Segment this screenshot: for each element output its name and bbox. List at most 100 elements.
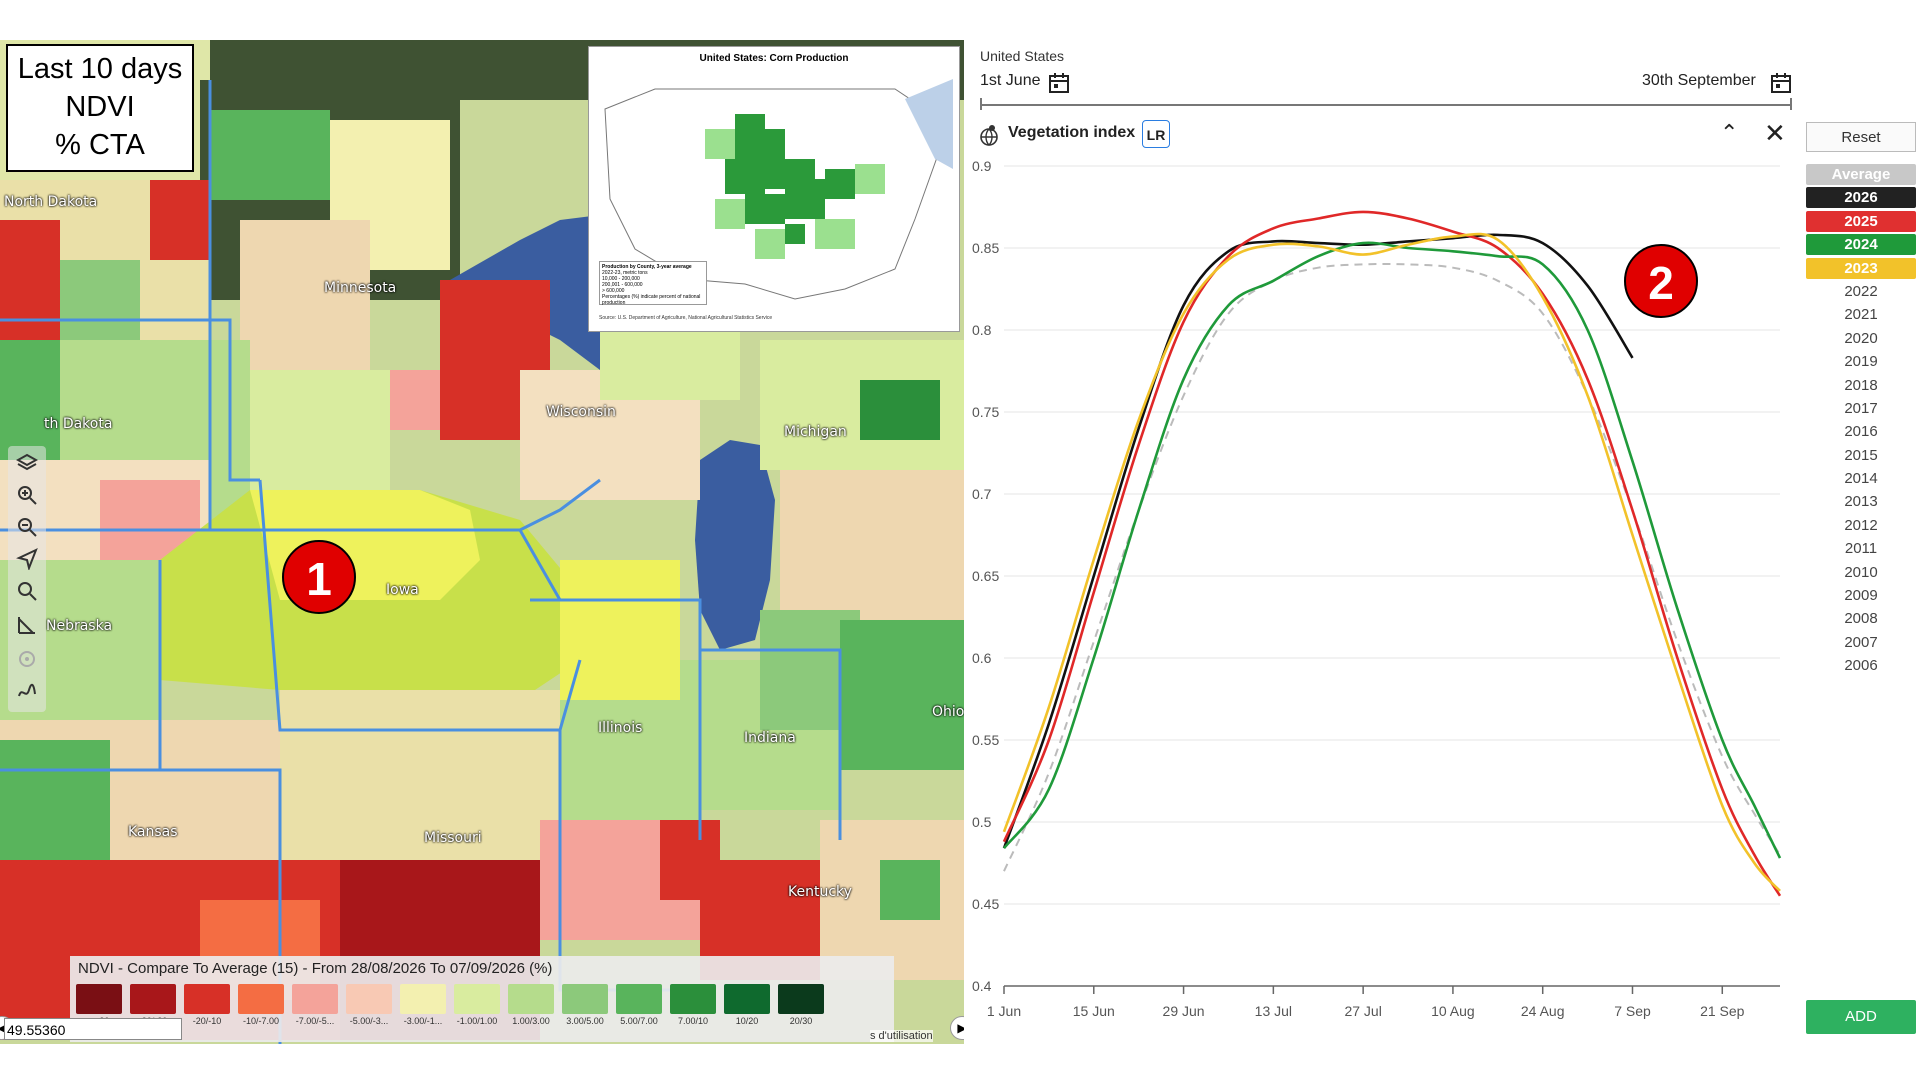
legend-swatch xyxy=(670,984,716,1014)
year-toggle-2007[interactable]: 2007 xyxy=(1844,633,1878,651)
info-line-2: NDVI xyxy=(65,91,135,123)
date-range-slider[interactable] xyxy=(980,104,1792,106)
map-label-kentucky: Kentucky xyxy=(788,884,852,900)
map-label-iowa: Iowa xyxy=(386,582,419,598)
inset-us-map xyxy=(604,79,953,300)
layers-icon[interactable] xyxy=(14,450,40,476)
date-end[interactable]: 30th September xyxy=(1642,72,1756,89)
legend-swatch xyxy=(130,984,176,1014)
collapse-icon[interactable]: ⌃ xyxy=(1720,120,1739,145)
legend-label: 5.00/7.00 xyxy=(620,1016,658,1026)
calendar-icon[interactable] xyxy=(1048,72,1070,94)
close-icon[interactable]: ✕ xyxy=(1764,118,1786,148)
year-toggle-2026[interactable]: 2026 xyxy=(1806,187,1916,209)
legend-labels: < -30-30/-20-20/-10-10/-7.00-7.00/-5...-… xyxy=(76,1016,824,1026)
range-handle-end[interactable] xyxy=(1790,98,1792,110)
x-tick-label: 21 Sep xyxy=(1700,1003,1745,1019)
legend-swatch xyxy=(454,984,500,1014)
series-line-2026 xyxy=(1002,233,1634,849)
legend-swatches xyxy=(76,984,824,1014)
year-toggle-2020[interactable]: 2020 xyxy=(1844,329,1878,347)
y-tick-label: 0.85 xyxy=(972,240,999,256)
reset-button[interactable]: Reset xyxy=(1806,122,1916,152)
legend-label: -1.00/1.00 xyxy=(456,1016,498,1026)
legend-label: 3.00/5.00 xyxy=(566,1016,604,1026)
target-icon[interactable] xyxy=(14,646,40,672)
inset-legend: Production by County, 3-year average 202… xyxy=(599,261,707,306)
year-toggle-2009[interactable]: 2009 xyxy=(1844,587,1878,605)
legend-label: -3.00/-1... xyxy=(403,1016,443,1026)
map-attribution[interactable]: s d'utilisation xyxy=(870,1030,933,1042)
annotation-badge-1: 1 xyxy=(282,540,356,614)
year-toggle-2017[interactable]: 2017 xyxy=(1844,399,1878,417)
legend-swatch xyxy=(400,984,446,1014)
inset-legend-item: > 600,000 xyxy=(602,288,625,294)
legend-label: 7.00/10 xyxy=(677,1016,709,1026)
range-handle-start[interactable] xyxy=(980,98,982,110)
map-label-indiana: Indiana xyxy=(744,730,796,746)
year-toggle-2012[interactable]: 2012 xyxy=(1844,516,1878,534)
legend-swatch xyxy=(184,984,230,1014)
x-tick-label: 24 Aug xyxy=(1521,1003,1565,1019)
coordinate-readout: 49.55360 xyxy=(4,1018,182,1040)
legend-swatch xyxy=(508,984,554,1014)
year-toggle-2013[interactable]: 2013 xyxy=(1844,493,1878,511)
year-toggle-2018[interactable]: 2018 xyxy=(1844,376,1878,394)
year-toggle-2011[interactable]: 2011 xyxy=(1844,540,1878,558)
vegetation-index-chart: 0.4 0.45 0.5 0.55 0.6 0.65 0.7 0.75 0.8 0.85 0.9 1… xyxy=(972,158,1782,1019)
date-start[interactable]: 1st June xyxy=(980,72,1041,89)
year-toggle-average[interactable]: Average xyxy=(1806,164,1916,185)
inset-legend-item: 10,000 - 200,000 xyxy=(602,276,640,282)
map-label-nebraska: Nebraska xyxy=(46,618,113,634)
y-tick-label: 0.6 xyxy=(972,650,992,666)
draw-icon[interactable] xyxy=(14,678,40,704)
year-toggle-2019[interactable]: 2019 xyxy=(1844,353,1878,371)
x-tick-label: 29 Jun xyxy=(1163,1003,1205,1019)
legend-label: -5.00/-3... xyxy=(349,1016,389,1026)
x-tick-label: 1 Jun xyxy=(987,1003,1021,1019)
series-line-2025 xyxy=(1002,210,1782,897)
legend-swatch xyxy=(562,984,608,1014)
measure-icon[interactable] xyxy=(14,612,40,638)
legend-swatch xyxy=(238,984,284,1014)
locate-arrow-icon[interactable] xyxy=(14,546,40,572)
zoom-out-icon[interactable] xyxy=(14,514,40,540)
ndvi-legend: NDVI - Compare To Average (15) - From 28… xyxy=(70,956,894,1042)
year-toggle-2016[interactable]: 2016 xyxy=(1844,423,1878,441)
year-toggle-2022[interactable]: 2022 xyxy=(1844,282,1878,300)
year-toggle-2024[interactable]: 2024 xyxy=(1806,234,1916,256)
calendar-icon[interactable] xyxy=(1770,72,1792,94)
x-tick-label: 10 Aug xyxy=(1431,1003,1475,1019)
series-line-2024 xyxy=(1002,241,1782,859)
year-toggle-2010[interactable]: 2010 xyxy=(1844,563,1878,581)
search-icon[interactable] xyxy=(14,578,40,604)
inset-legend-item: 200,001 - 600,000 xyxy=(602,282,643,288)
y-tick-label: 0.45 xyxy=(972,896,999,912)
year-toggle-2021[interactable]: 2021 xyxy=(1844,306,1878,324)
year-toggle-2008[interactable]: 2008 xyxy=(1844,610,1878,628)
legend-swatch xyxy=(616,984,662,1014)
year-toggle-2014[interactable]: 2014 xyxy=(1844,470,1878,488)
zoom-in-icon[interactable] xyxy=(14,482,40,508)
inset-source: Source: U.S. Department of Agriculture, … xyxy=(599,315,773,321)
legend-swatch xyxy=(724,984,770,1014)
info-line-3: % CTA xyxy=(55,129,145,161)
lr-toggle[interactable]: LR xyxy=(1142,120,1170,148)
series-line-2023 xyxy=(1002,232,1781,892)
y-tick-label: 0.4 xyxy=(972,978,992,994)
year-toggle-2023[interactable]: 2023 xyxy=(1806,257,1916,279)
inset-legend-title: Production by County, 3-year average xyxy=(602,264,692,270)
year-toggle-2025[interactable]: 2025 xyxy=(1806,210,1916,232)
year-toggle-2015[interactable]: 2015 xyxy=(1844,446,1878,464)
legend-title: NDVI - Compare To Average (15) - From 28… xyxy=(78,960,553,977)
corn-production-inset-map: United States: Corn Production Productio… xyxy=(588,46,960,332)
globe-icon xyxy=(980,125,998,146)
year-list: Average 2026 2025 2024 2023 2022 2021 2020 2019 2… xyxy=(1806,164,1916,679)
map-label-ohio: Ohio xyxy=(932,704,964,720)
y-tick-label: 0.5 xyxy=(972,814,992,830)
x-tick-label: 15 Jun xyxy=(1073,1003,1115,1019)
year-toggle-2006[interactable]: 2006 xyxy=(1844,657,1878,675)
map-toolbar xyxy=(8,446,46,712)
y-tick-label: 0.65 xyxy=(972,568,999,584)
add-button[interactable]: ADD xyxy=(1806,1000,1916,1034)
